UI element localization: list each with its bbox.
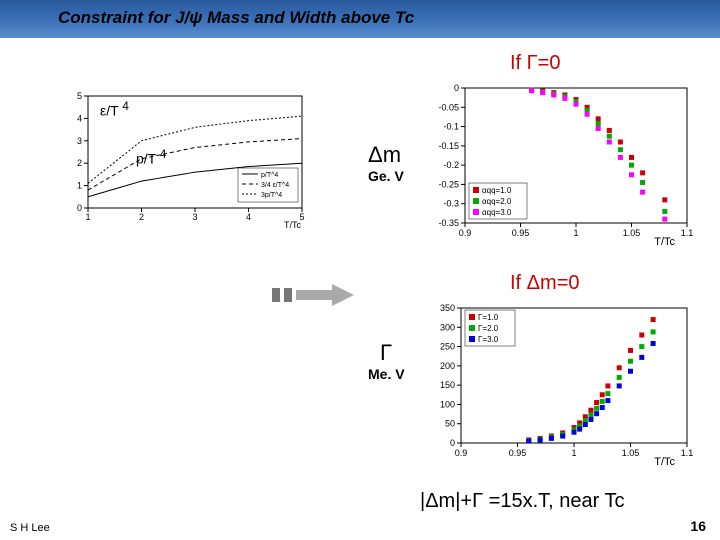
svg-text:100: 100 <box>440 399 455 409</box>
svg-text:5: 5 <box>77 91 82 101</box>
svg-text:3/4 ε/T^4: 3/4 ε/T^4 <box>261 182 289 189</box>
svg-text:0.9: 0.9 <box>459 228 472 238</box>
svg-text:2: 2 <box>77 158 82 168</box>
svg-text:T/Tc: T/Tc <box>654 456 675 467</box>
svg-text:1.1: 1.1 <box>681 228 694 238</box>
svg-text:1: 1 <box>77 181 82 191</box>
svg-text:4: 4 <box>246 212 251 222</box>
svg-text:-0.35: -0.35 <box>438 218 459 228</box>
arrow-icon <box>270 280 360 310</box>
p-label: p/T 4 <box>136 148 166 167</box>
svg-text:0: 0 <box>450 438 455 448</box>
svg-text:T/Tc: T/Tc <box>654 236 675 247</box>
svg-text:2: 2 <box>139 212 144 222</box>
svg-text:4: 4 <box>77 113 82 123</box>
svg-text:T/Tc: T/Tc <box>284 220 301 230</box>
condition-dm-zero: If Δm=0 <box>510 272 580 295</box>
svg-text:Γ=1.0: Γ=1.0 <box>478 313 499 322</box>
svg-text:p/T^4: p/T^4 <box>261 172 278 179</box>
svg-text:-0.2: -0.2 <box>443 160 459 170</box>
svg-text:1: 1 <box>85 212 90 222</box>
chart-gamma: 0.9 0.95 1 1.05 1.1 0 50 100 150 200 250 300 350 T/Tc… <box>425 302 695 467</box>
svg-text:-0.3: -0.3 <box>443 199 459 209</box>
svg-text:3: 3 <box>77 136 82 146</box>
delta-m-label: Δm <box>368 142 401 168</box>
svg-text:-0.25: -0.25 <box>438 179 459 189</box>
svg-text:1.05: 1.05 <box>622 448 640 458</box>
svg-text:0: 0 <box>77 203 82 213</box>
svg-text:250: 250 <box>440 342 455 352</box>
svg-text:3p/T^4: 3p/T^4 <box>261 192 282 199</box>
svg-text:1.1: 1.1 <box>681 448 694 458</box>
svg-text:300: 300 <box>440 322 455 332</box>
epsilon-label: ε/T 4 <box>100 100 129 119</box>
svg-text:Γ=2.0: Γ=2.0 <box>478 324 499 333</box>
svg-text:1: 1 <box>571 448 576 458</box>
gamma-label: Γ <box>380 340 392 366</box>
svg-text:1: 1 <box>573 228 578 238</box>
svg-text:1.05: 1.05 <box>623 228 641 238</box>
svg-text:αqq=1.0: αqq=1.0 <box>482 186 512 195</box>
condition-gamma-zero: If Γ=0 <box>510 52 561 75</box>
svg-text:Γ=3.0: Γ=3.0 <box>478 335 499 344</box>
svg-text:-0.1: -0.1 <box>443 122 459 132</box>
svg-text:0: 0 <box>454 83 459 93</box>
author-footer: S H Lee <box>10 522 50 534</box>
svg-text:150: 150 <box>440 380 455 390</box>
page-number: 16 <box>690 518 706 534</box>
chart-delta-m: 0.9 0.95 1 1.05 1.1 0 -0.05 -0.1 -0.15 -0.2 -0.25 -… <box>425 82 695 247</box>
svg-text:200: 200 <box>440 361 455 371</box>
svg-text:3: 3 <box>192 212 197 222</box>
svg-text:50: 50 <box>445 419 455 429</box>
svg-text:αqq=3.0: αqq=3.0 <box>482 208 512 217</box>
slide-title: Constraint for J/ψ Mass and Width above … <box>58 8 414 28</box>
gamma-unit: Me. V <box>368 366 405 382</box>
svg-text:-0.15: -0.15 <box>438 141 459 151</box>
svg-text:350: 350 <box>440 303 455 313</box>
equation-bottom: |Δm|+Γ =15x.T, near Tc <box>420 490 624 513</box>
delta-m-unit: Ge. V <box>368 168 404 184</box>
svg-text:-0.05: -0.05 <box>438 102 459 112</box>
chart-energy-pressure: 12345012345T/Tcp/T^43/4 ε/T^43p/T^4 <box>60 90 310 230</box>
svg-text:αqq=2.0: αqq=2.0 <box>482 197 512 206</box>
svg-text:0.95: 0.95 <box>512 228 530 238</box>
svg-text:0.9: 0.9 <box>455 448 468 458</box>
svg-text:0.95: 0.95 <box>509 448 527 458</box>
